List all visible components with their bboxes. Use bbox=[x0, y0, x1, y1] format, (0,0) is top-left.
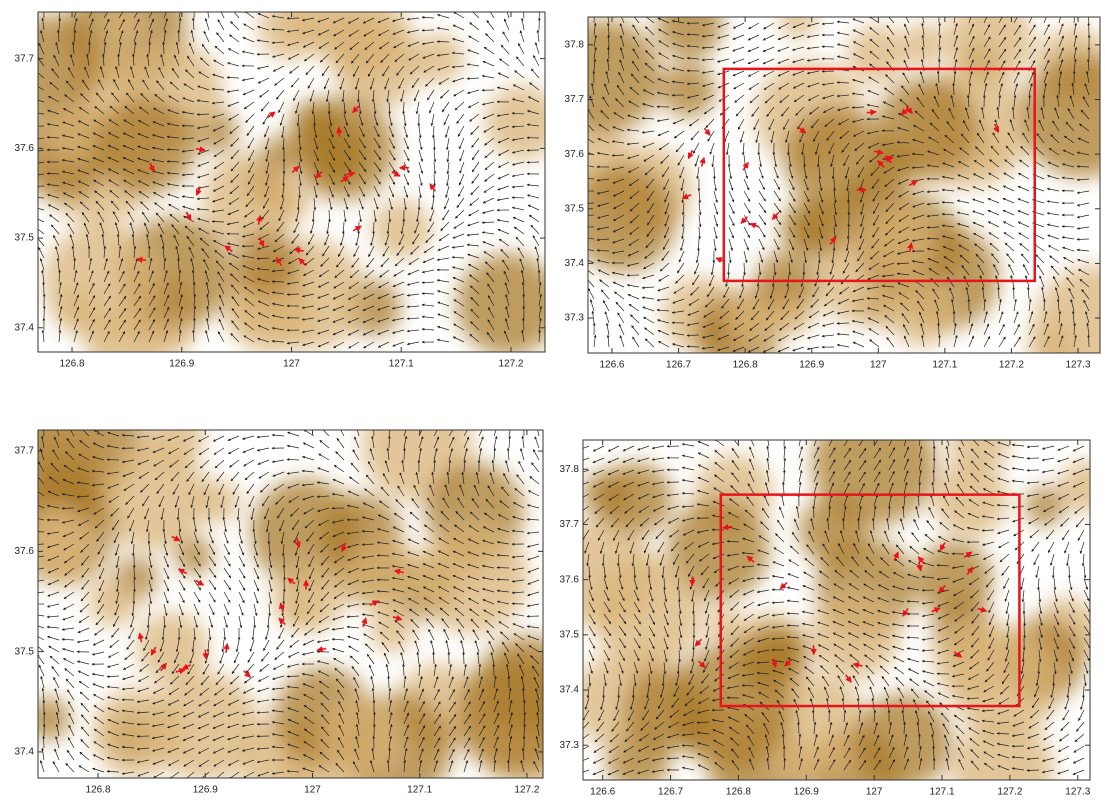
x-tick-label: 126.7 bbox=[658, 787, 683, 798]
y-tick-label: 37.8 bbox=[560, 464, 580, 475]
terrain-blob bbox=[1024, 486, 1064, 526]
y-tick-label: 37.3 bbox=[560, 740, 580, 751]
highlight-arrow bbox=[339, 128, 340, 137]
y-tick-label: 37.4 bbox=[560, 685, 580, 696]
plot-area bbox=[548, 401, 1105, 802]
x-tick-label: 126.8 bbox=[60, 359, 85, 370]
x-tick-label: 126.6 bbox=[599, 360, 624, 371]
highlight-arrow bbox=[137, 259, 146, 260]
y-tick-label: 37.4 bbox=[565, 258, 585, 269]
terrain-blob bbox=[916, 541, 993, 618]
terrain-blob bbox=[100, 443, 207, 550]
terrain-blob bbox=[234, 230, 300, 296]
x-tick-label: 127.2 bbox=[999, 360, 1024, 371]
terrain-blob bbox=[661, 63, 716, 118]
terrain-blob bbox=[570, 166, 676, 272]
plot-area bbox=[6, 379, 581, 802]
x-tick-label: 126.8 bbox=[733, 360, 758, 371]
x-tick-label: 127 bbox=[283, 359, 300, 370]
terrain-blob bbox=[87, 576, 138, 627]
terrain-blob bbox=[771, 297, 809, 335]
x-tick-label: 127.2 bbox=[498, 359, 523, 370]
y-tick-label: 37.7 bbox=[560, 519, 580, 530]
terrain-blob bbox=[318, 5, 390, 77]
terrain-blob bbox=[1, 15, 101, 115]
terrain-blob bbox=[197, 480, 241, 524]
terrain-blob bbox=[92, 688, 182, 778]
x-tick-label: 127.3 bbox=[1065, 787, 1090, 798]
x-tick-label: 126.9 bbox=[799, 360, 824, 371]
terrain-blob bbox=[456, 655, 575, 774]
terrain-blob bbox=[949, 626, 1060, 737]
y-tick-label: 37.7 bbox=[15, 53, 35, 64]
terrain-blob bbox=[258, 0, 319, 60]
y-tick-label: 37.3 bbox=[565, 313, 585, 324]
terrain-blob bbox=[780, 202, 832, 254]
terrain-blob bbox=[886, 276, 956, 346]
terrain-blob bbox=[599, 462, 672, 535]
terrain-blob bbox=[485, 85, 560, 160]
terrain-blob bbox=[810, 589, 900, 679]
terrain-blob bbox=[946, 0, 1033, 84]
x-tick-label: 127 bbox=[866, 787, 883, 798]
x-tick-label: 126.9 bbox=[193, 785, 218, 796]
terrain-blob bbox=[102, 3, 145, 46]
terrain-blob bbox=[371, 199, 431, 259]
x-tick-label: 126.8 bbox=[86, 785, 111, 796]
terrain-blob bbox=[847, 25, 906, 84]
y-tick-label: 37.6 bbox=[15, 546, 35, 557]
highlight-arrow bbox=[723, 527, 732, 528]
terrain-blob bbox=[413, 33, 464, 84]
x-tick-label: 127.3 bbox=[1066, 360, 1091, 371]
y-tick-label: 37.7 bbox=[565, 94, 585, 105]
x-tick-label: 126.7 bbox=[666, 360, 691, 371]
x-tick-label: 127 bbox=[870, 360, 887, 371]
x-tick-label: 127.1 bbox=[930, 787, 955, 798]
terrain-blob bbox=[262, 135, 299, 172]
terrain-blob bbox=[98, 97, 196, 195]
y-tick-label: 37.5 bbox=[560, 629, 580, 640]
terrain-blob bbox=[798, 496, 867, 565]
x-tick-label: 127.2 bbox=[997, 787, 1022, 798]
y-tick-label: 37.5 bbox=[15, 646, 35, 657]
plot-area bbox=[1, 0, 560, 385]
y-tick-label: 37.6 bbox=[15, 143, 35, 154]
y-tick-label: 37.5 bbox=[15, 233, 35, 244]
terrain-blob bbox=[42, 105, 99, 162]
plot-area bbox=[547, 0, 1105, 390]
terrain-blob bbox=[155, 319, 192, 356]
y-tick-label: 37.4 bbox=[15, 322, 35, 333]
x-tick-label: 127.2 bbox=[514, 785, 539, 796]
x-tick-label: 127 bbox=[304, 785, 321, 796]
x-tick-label: 127.1 bbox=[407, 785, 432, 796]
y-tick-label: 37.6 bbox=[565, 149, 585, 160]
terrain-blob bbox=[26, 696, 70, 740]
y-tick-label: 37.5 bbox=[565, 203, 585, 214]
y-tick-label: 37.4 bbox=[15, 747, 35, 758]
highlight-arrow bbox=[867, 112, 876, 113]
x-tick-label: 126.9 bbox=[794, 787, 819, 798]
x-tick-label: 126.9 bbox=[169, 359, 194, 370]
panel: 126.6 126.7 126.8 126.9 127 127.1 127.2 127.3 37… bbox=[547, 0, 1105, 390]
y-tick-label: 37.8 bbox=[565, 40, 585, 51]
x-tick-label: 126.6 bbox=[590, 787, 615, 798]
x-tick-label: 127.1 bbox=[932, 360, 957, 371]
y-tick-label: 37.6 bbox=[560, 574, 580, 585]
panel: 126.8 126.9 127 127.1 127.2 37.4 37.5 37.6 37.7 bbox=[1, 0, 560, 385]
x-tick-label: 126.8 bbox=[726, 787, 751, 798]
x-tick-label: 127.1 bbox=[389, 359, 414, 370]
highlight-arrow bbox=[205, 650, 206, 659]
panel: 126.6 126.7 126.8 126.9 127 127.1 127.2 127.3 37… bbox=[548, 401, 1105, 802]
y-tick-label: 37.7 bbox=[15, 446, 35, 457]
panel: 126.8 126.9 127 127.1 127.2 37.4 37.5 37.6 37.7 bbox=[6, 379, 581, 802]
terrain-blob bbox=[313, 140, 357, 184]
terrain-blob bbox=[344, 535, 419, 610]
